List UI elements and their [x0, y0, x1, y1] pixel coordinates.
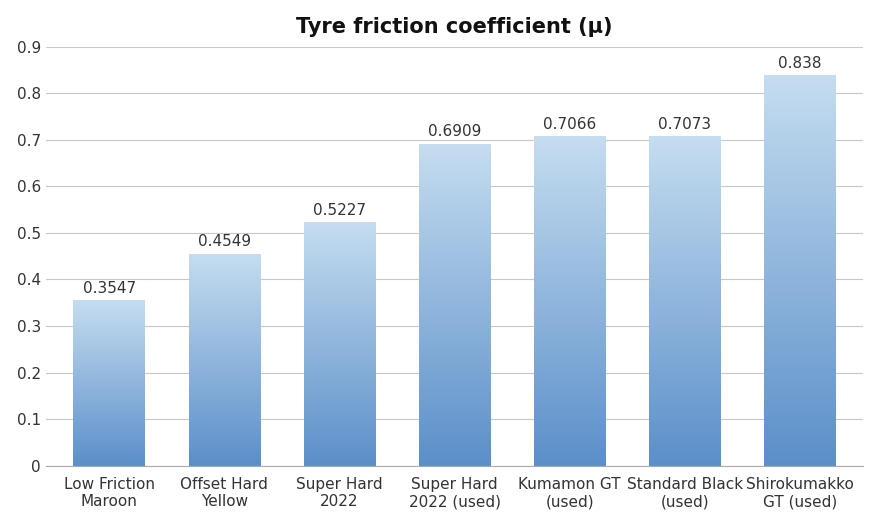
- Title: Tyre friction coefficient (μ): Tyre friction coefficient (μ): [296, 17, 613, 37]
- Text: 0.7066: 0.7066: [543, 117, 596, 132]
- Text: 0.3547: 0.3547: [83, 281, 136, 296]
- Text: 0.838: 0.838: [778, 56, 822, 71]
- Text: 0.4549: 0.4549: [197, 234, 251, 249]
- Text: 0.7073: 0.7073: [658, 117, 711, 132]
- Text: 0.6909: 0.6909: [428, 124, 481, 139]
- Text: 0.5227: 0.5227: [313, 203, 366, 218]
